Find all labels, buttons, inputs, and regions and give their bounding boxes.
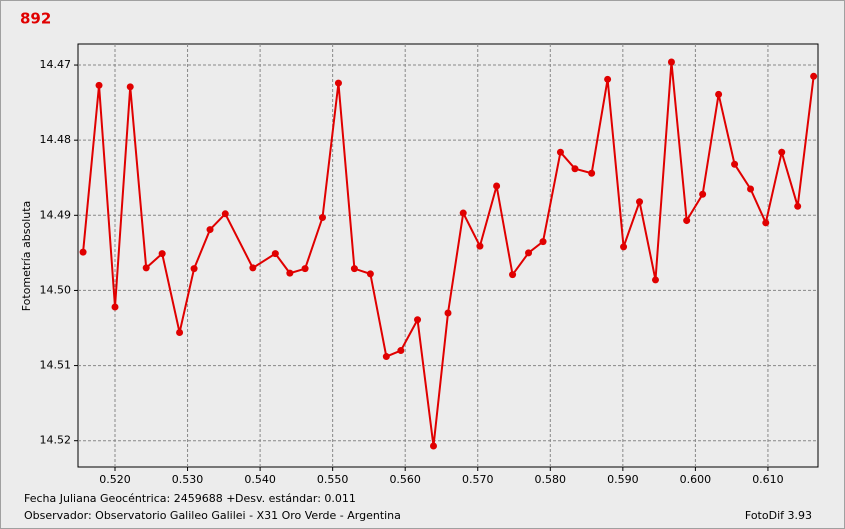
x-tick-label: 0.520 bbox=[99, 473, 131, 486]
data-point bbox=[683, 217, 691, 225]
data-point bbox=[142, 264, 150, 272]
data-point bbox=[509, 271, 517, 279]
data-point bbox=[731, 160, 739, 168]
data-point bbox=[111, 303, 119, 311]
data-point bbox=[429, 442, 437, 450]
data-point bbox=[79, 248, 87, 256]
y-tick-label: 14.48 bbox=[40, 133, 72, 146]
footer-version: FotoDif 3.93 bbox=[745, 509, 812, 522]
x-tick-label: 0.570 bbox=[462, 473, 494, 486]
data-point bbox=[778, 148, 786, 156]
data-point bbox=[318, 214, 326, 222]
data-point bbox=[747, 185, 755, 193]
data-point bbox=[651, 276, 659, 284]
data-point bbox=[810, 72, 818, 80]
data-point bbox=[382, 353, 390, 361]
data-line bbox=[82, 61, 815, 447]
chart-title: 892 bbox=[20, 10, 51, 28]
data-point bbox=[249, 264, 257, 272]
data-point bbox=[126, 83, 134, 91]
x-tick-label: 0.610 bbox=[752, 473, 784, 486]
data-point bbox=[334, 79, 342, 87]
data-point bbox=[158, 250, 166, 258]
y-tick-label: 14.49 bbox=[40, 208, 72, 221]
data-point bbox=[95, 81, 103, 89]
data-point bbox=[286, 269, 294, 277]
data-point bbox=[476, 242, 484, 250]
data-point bbox=[588, 169, 596, 177]
data-point bbox=[190, 265, 198, 273]
y-tick-label: 14.50 bbox=[40, 283, 72, 296]
x-tick-label: 0.600 bbox=[680, 473, 712, 486]
footer-stddev: Desv. estándar: 0.011 bbox=[235, 492, 356, 505]
x-tick-label: 0.590 bbox=[607, 473, 639, 486]
footer-date: Fecha Juliana Geocéntrica: 2459688 + bbox=[24, 492, 235, 505]
data-point bbox=[459, 209, 467, 217]
footer-observer: Observador: Observatorio Galileo Galilei… bbox=[24, 509, 401, 522]
data-point bbox=[699, 190, 707, 198]
data-point bbox=[604, 75, 612, 83]
x-tick-label: 0.530 bbox=[172, 473, 204, 486]
data-point bbox=[525, 249, 533, 257]
data-point bbox=[350, 265, 358, 273]
data-point bbox=[301, 265, 309, 273]
x-tick-label: 0.550 bbox=[317, 473, 349, 486]
data-point bbox=[715, 90, 723, 98]
data-point bbox=[366, 270, 374, 278]
data-point bbox=[221, 210, 229, 218]
x-tick-label: 0.580 bbox=[535, 473, 567, 486]
y-axis-label: Fotometría absoluta bbox=[20, 201, 33, 312]
data-point bbox=[414, 316, 422, 324]
plot-area bbox=[77, 43, 819, 468]
x-tick-label: 0.560 bbox=[389, 473, 421, 486]
y-tick-label: 14.47 bbox=[40, 58, 72, 71]
data-point bbox=[176, 329, 184, 337]
data-point bbox=[762, 219, 770, 227]
data-point bbox=[556, 148, 564, 156]
data-point bbox=[206, 226, 214, 234]
x-tick-label: 0.540 bbox=[244, 473, 276, 486]
data-point bbox=[493, 182, 501, 190]
data-point bbox=[444, 309, 452, 317]
y-tick-label: 14.52 bbox=[40, 434, 72, 447]
data-point bbox=[667, 58, 675, 66]
data-point bbox=[571, 165, 579, 173]
data-point bbox=[794, 202, 802, 210]
data-point bbox=[397, 347, 405, 355]
data-point bbox=[271, 250, 279, 258]
data-point bbox=[539, 238, 547, 246]
data-point bbox=[620, 243, 628, 251]
data-point bbox=[636, 198, 644, 206]
y-tick-label: 14.51 bbox=[40, 359, 72, 372]
